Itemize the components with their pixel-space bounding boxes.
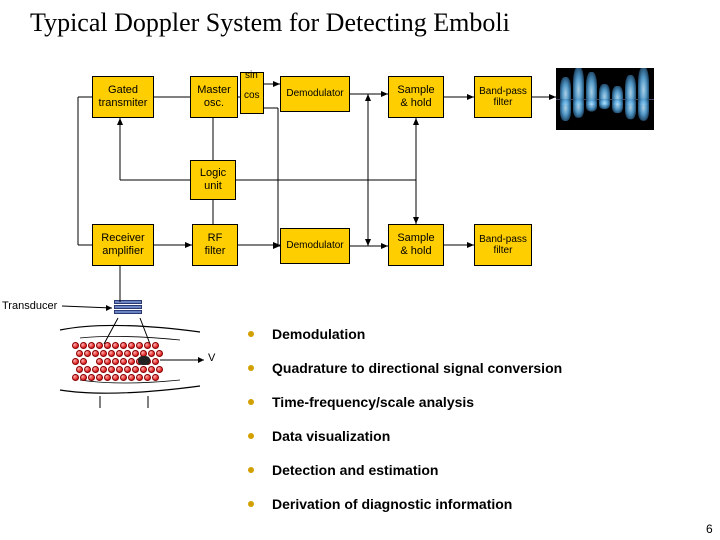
- bullet-icon: [248, 467, 254, 473]
- block-sample-hold-bot: Sample& hold: [388, 224, 444, 266]
- bullet-icon: [248, 399, 254, 405]
- bullet-item: Demodulation: [248, 326, 365, 342]
- label-velocity: V: [208, 352, 215, 364]
- block-bandpass-top: Band-passfilter: [474, 76, 532, 118]
- page-number: 6: [706, 522, 713, 536]
- bullet-icon: [248, 365, 254, 371]
- bullet-text: Time-frequency/scale analysis: [272, 394, 474, 410]
- bullet-text: Quadrature to directional signal convers…: [272, 360, 562, 376]
- bullet-item: Derivation of diagnostic information: [248, 496, 512, 512]
- bullet-item: Detection and estimation: [248, 462, 438, 478]
- spectrogram-image: [556, 68, 654, 130]
- block-master-osc: Masterosc.: [190, 76, 238, 118]
- bullet-icon: [248, 501, 254, 507]
- bullet-item: Time-frequency/scale analysis: [248, 394, 474, 410]
- block-demodulator-top: Demodulator: [280, 76, 350, 112]
- label-sin: sin: [245, 70, 258, 81]
- embolus-icon: [138, 356, 150, 365]
- label-transducer: Transducer: [2, 300, 57, 312]
- label-cos: cos: [244, 90, 260, 101]
- block-gated-transmitter: Gatedtransmiter: [92, 76, 154, 118]
- slide-title: Typical Doppler System for Detecting Emb…: [30, 8, 510, 38]
- bullet-text: Demodulation: [272, 326, 365, 342]
- block-rf-filter: RFfilter: [192, 224, 238, 266]
- bullet-text: Derivation of diagnostic information: [272, 496, 512, 512]
- block-demodulator-bot: Demodulator: [280, 228, 350, 264]
- block-receiver-amplifier: Receiveramplifier: [92, 224, 154, 266]
- bullet-icon: [248, 331, 254, 337]
- bullet-text: Data visualization: [272, 428, 390, 444]
- bullet-text: Detection and estimation: [272, 462, 438, 478]
- bullet-item: Data visualization: [248, 428, 390, 444]
- bullet-icon: [248, 433, 254, 439]
- transducer-icon: [114, 300, 142, 315]
- block-sample-hold-top: Sample& hold: [388, 76, 444, 118]
- block-bandpass-bot: Band-passfilter: [474, 224, 532, 266]
- bullet-item: Quadrature to directional signal convers…: [248, 360, 562, 376]
- block-logic-unit: Logicunit: [190, 160, 236, 200]
